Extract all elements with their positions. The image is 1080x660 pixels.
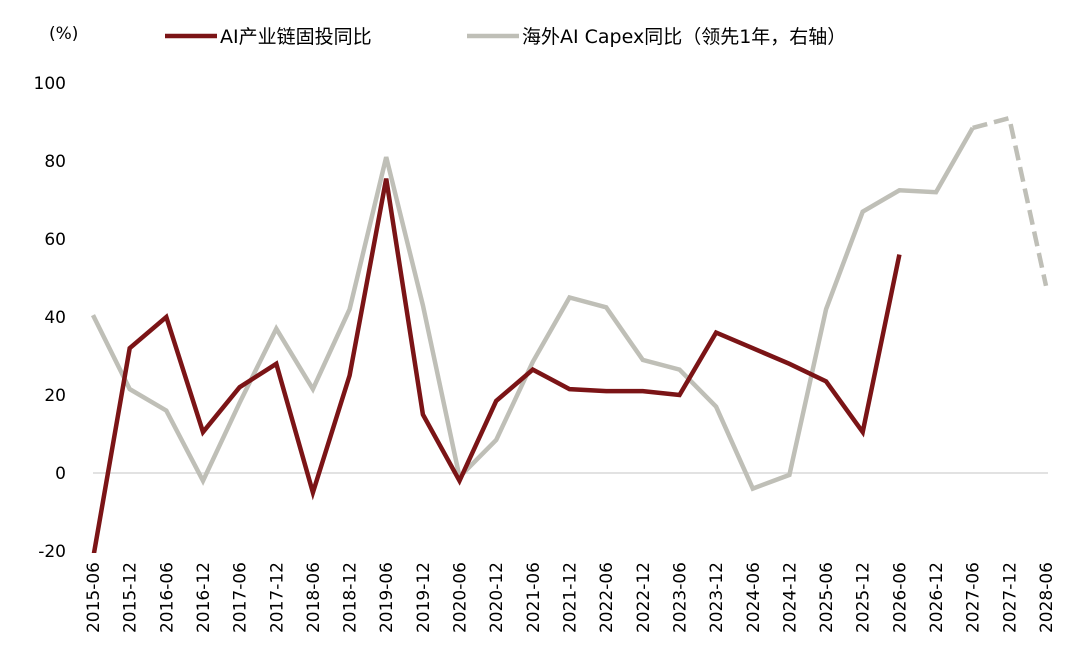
x-tick-label: 2020-12 — [487, 562, 507, 633]
x-tick-label: 2027-12 — [1000, 562, 1020, 633]
x-tick-label: 2026-06 — [890, 562, 910, 633]
x-tick-label: 2025-12 — [854, 562, 874, 633]
x-tick-label: 2025-06 — [817, 562, 837, 633]
y-axis: -20 0 20 40 60 80 100 — [34, 74, 66, 562]
x-tick-label: 2024-12 — [780, 562, 800, 633]
series-line-overseas-capex-forecast — [972, 115, 1049, 287]
x-tick-label: 2015-06 — [84, 562, 104, 633]
x-tick-label: 2018-12 — [341, 562, 361, 633]
y-tick-label: -20 — [38, 542, 66, 562]
x-tick-label: 2019-06 — [377, 562, 397, 633]
x-tick-label: 2022-06 — [597, 562, 617, 633]
x-tick-label: 2023-06 — [670, 562, 690, 633]
legend-label-overseas-capex: 海外AI Capex同比（领先1年，右轴） — [522, 26, 846, 48]
x-tick-label: 2021-06 — [524, 562, 544, 633]
x-axis: 2015-06 2015-12 2016-06 2016-12 2017-06 2017-… — [84, 562, 1057, 633]
x-tick-label: 2016-12 — [194, 562, 214, 633]
x-tick-label: 2028-06 — [1037, 562, 1057, 633]
x-tick-label: 2016-06 — [157, 562, 177, 633]
legend-label-ai-fixed-investment: AI产业链固投同比 — [220, 26, 372, 48]
x-tick-label: 2027-06 — [964, 562, 984, 633]
y-tick-label: 100 — [34, 74, 66, 94]
series-line-ai-fixed-investment — [91, 178, 902, 553]
x-tick-label: 2021-12 — [561, 562, 581, 633]
x-tick-label: 2017-06 — [231, 562, 251, 633]
legend: AI产业链固投同比 海外AI Capex同比（领先1年，右轴） — [165, 26, 846, 48]
x-tick-label: 2018-06 — [304, 562, 324, 633]
series-lines — [90, 115, 1049, 553]
x-tick-label: 2019-12 — [414, 562, 434, 633]
x-tick-label: 2020-06 — [451, 562, 471, 633]
series-line-overseas-capex — [90, 126, 975, 492]
x-tick-label: 2022-12 — [634, 562, 654, 633]
y-tick-label: 60 — [44, 230, 66, 250]
y-tick-label: 80 — [44, 152, 66, 172]
y-tick-label: 20 — [44, 386, 66, 406]
y-tick-label: 0 — [55, 464, 66, 484]
x-tick-label: 2024-06 — [744, 562, 764, 633]
x-tick-label: 2015-12 — [121, 562, 141, 633]
y-tick-label: 40 — [44, 308, 66, 328]
x-tick-label: 2017-12 — [267, 562, 287, 633]
y-axis-unit: (%) — [49, 24, 78, 44]
x-tick-label: 2023-12 — [707, 562, 727, 633]
x-tick-label: 2026-12 — [927, 562, 947, 633]
